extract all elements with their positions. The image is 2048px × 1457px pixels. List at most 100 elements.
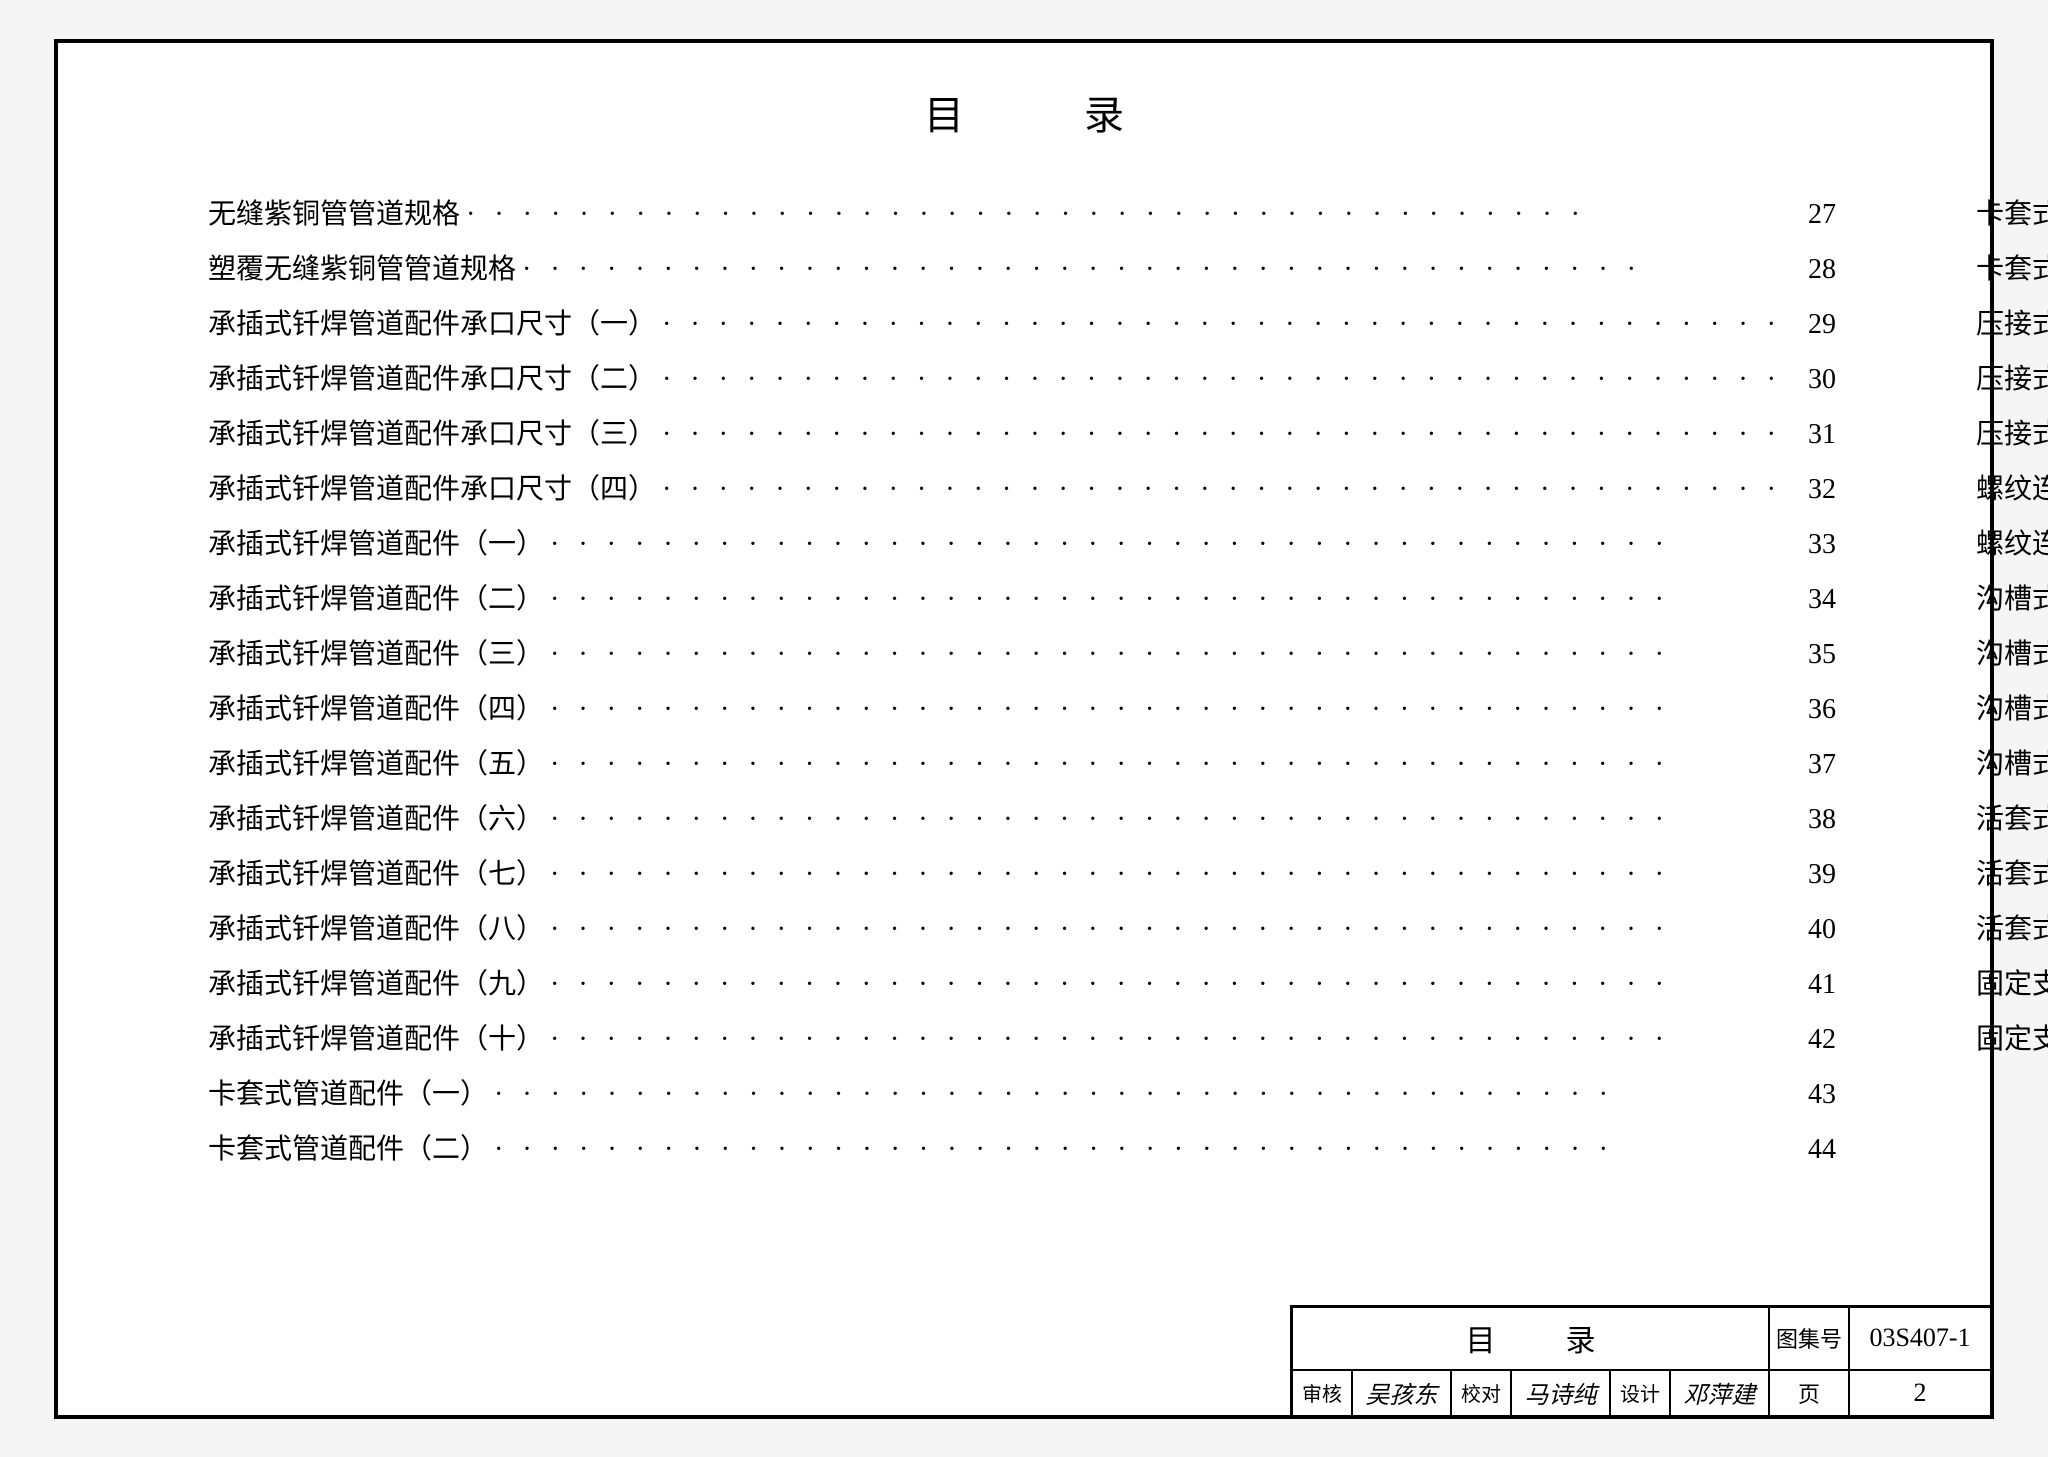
toc-page: 38 xyxy=(1788,806,1836,834)
toc-leader-dots xyxy=(544,806,1788,834)
design-value: 邓萍建 xyxy=(1671,1371,1768,1415)
toc-label: 无缝紫铜管管道规格 xyxy=(208,201,460,229)
toc-page: 36 xyxy=(1788,696,1836,724)
toc-row: 承插式钎焊管道配件（四） 36 xyxy=(208,696,1836,724)
toc-label: 承插式钎焊管道配件（四） xyxy=(208,696,544,724)
toc-page: 31 xyxy=(1788,421,1836,449)
toc-leader-dots xyxy=(656,476,1788,504)
toc-row: 承插式钎焊管道配件（十）42 xyxy=(208,1026,1836,1054)
toc-label: 承插式钎焊管道配件承口尺寸（二） xyxy=(208,366,656,394)
toc-page: 30 xyxy=(1788,366,1836,394)
toc-leader-dots xyxy=(544,641,1788,669)
toc-row: 螺纹连接管道配件（一）50 xyxy=(1976,476,2048,504)
toc-label: 卡套式管道配件（二） xyxy=(208,1136,488,1164)
toc-label: 塑覆无缝紫铜管管道规格 xyxy=(208,256,516,284)
page-value: 2 xyxy=(1850,1371,1990,1415)
toc-page: 33 xyxy=(1788,531,1836,559)
toc-leader-dots xyxy=(544,1026,1788,1054)
toc-label: 承插式钎焊管道配件（一） xyxy=(208,531,544,559)
toc-label: 沟槽式管道配件（二） xyxy=(1976,641,2048,669)
toc-page: 43 xyxy=(1788,1081,1836,1109)
toc-row: 承插式钎焊管道配件（八）40 xyxy=(208,916,1836,944)
toc-label: 压接式管道配件（一） xyxy=(1976,311,2048,339)
toc-row: 承插式钎焊管道配件承口尺寸（四）32 xyxy=(208,476,1836,504)
toc-label: 承插式钎焊管道配件承口尺寸（四） xyxy=(208,476,656,504)
toc-label: 沟槽式管道配件（四） xyxy=(1976,751,2048,779)
toc-page: 42 xyxy=(1788,1026,1836,1054)
toc-label: 卡套式管道配件（一） xyxy=(208,1081,488,1109)
toc-row: 承插式钎焊管道配件（三） 35 xyxy=(208,641,1836,669)
toc-label: 螺纹连接管道配件（一） xyxy=(1976,476,2048,504)
toc-row: 卡套式管道配件（一） 43 xyxy=(208,1081,1836,1109)
design-label: 设计 xyxy=(1611,1371,1671,1415)
toc-page: 27 xyxy=(1788,201,1836,229)
toc-leader-dots xyxy=(656,366,1788,394)
page-cell: 页 2 xyxy=(1770,1371,1990,1415)
toc-label: 承插式钎焊管道配件（六） xyxy=(208,806,544,834)
set-value: 03S407-1 xyxy=(1850,1308,1990,1369)
toc-page: 41 xyxy=(1788,971,1836,999)
toc-row: 卡套式管道配件（三）45 xyxy=(1976,201,2048,229)
toc-row: 压接式管道配件（三）49 xyxy=(1976,421,2048,449)
toc-row: 固定支架配件（一）59 xyxy=(1976,971,2048,999)
toc-row: 活套式法兰管道配件（二）57 xyxy=(1976,861,2048,889)
toc-row: 沟槽式管道配件（三）54 xyxy=(1976,696,2048,724)
toc-label: 承插式钎焊管道配件（五） xyxy=(208,751,544,779)
toc-label: 固定支架配件（一） xyxy=(1976,971,2048,999)
toc-label: 螺纹连接管道配件（二） xyxy=(1976,531,2048,559)
toc-page: 44 xyxy=(1788,1136,1836,1164)
toc-leader-dots xyxy=(544,586,1788,614)
toc-row: 承插式钎焊管道配件承口尺寸（二） 30 xyxy=(208,366,1836,394)
toc-label: 沟槽式管道配件（一） xyxy=(1976,586,2048,614)
toc-row: 活套式法兰管道配件（三）58 xyxy=(1976,916,2048,944)
toc-row: 活套式法兰管道配件（一）56 xyxy=(1976,806,2048,834)
toc-column-left: 无缝紫铜管管道规格 27 塑覆无缝紫铜管管道规格 28 承插式钎焊管道配件承口尺寸（一）… xyxy=(208,201,1836,1191)
toc-row: 沟槽式管道配件（二）53 xyxy=(1976,641,2048,669)
toc-page: 40 xyxy=(1788,916,1836,944)
toc-row: 压接式管道配件（一）47 xyxy=(1976,311,2048,339)
check-value: 马诗纯 xyxy=(1512,1371,1611,1415)
toc-page: 28 xyxy=(1788,256,1836,284)
toc-label: 压接式管道配件（三） xyxy=(1976,421,2048,449)
toc-row: 螺纹连接管道配件（二）51 xyxy=(1976,531,2048,559)
title-block-bottom: 审核 吴孩东 校对 马诗纯 设计 邓萍建 页 2 xyxy=(1293,1371,1990,1415)
toc-leader-dots xyxy=(488,1136,1788,1164)
toc-column-right: 卡套式管道配件（三）45卡套式管道配件（四）46压接式管道配件（一）47压接式管… xyxy=(1976,201,2048,1191)
toc-page: 39 xyxy=(1788,861,1836,889)
toc-row: 承插式钎焊管道配件（二） 34 xyxy=(208,586,1836,614)
set-label: 图集号 xyxy=(1770,1308,1850,1369)
toc-row: 承插式钎焊管道配件（九）41 xyxy=(208,971,1836,999)
toc-label: 沟槽式管道配件（三） xyxy=(1976,696,2048,724)
toc-row: 承插式钎焊管道配件（六） 38 xyxy=(208,806,1836,834)
toc-row: 承插式钎焊管道配件承口尺寸（一）29 xyxy=(208,311,1836,339)
toc-label: 活套式法兰管道配件（一） xyxy=(1976,806,2048,834)
signatures: 审核 吴孩东 校对 马诗纯 设计 邓萍建 xyxy=(1293,1371,1770,1415)
toc-row: 无缝紫铜管管道规格 27 xyxy=(208,201,1836,229)
toc-leader-dots xyxy=(544,861,1788,889)
toc-label: 活套式法兰管道配件（二） xyxy=(1976,861,2048,889)
toc-columns: 无缝紫铜管管道规格 27 塑覆无缝紫铜管管道规格 28 承插式钎焊管道配件承口尺寸（一）… xyxy=(148,201,1900,1191)
toc-row: 承插式钎焊管道配件（五） 37 xyxy=(208,751,1836,779)
toc-row: 承插式钎焊管道配件承口尺寸（三） 31 xyxy=(208,421,1836,449)
toc-page: 35 xyxy=(1788,641,1836,669)
title-block-set: 图集号 03S407-1 xyxy=(1770,1308,1990,1369)
check-label: 校对 xyxy=(1452,1371,1512,1415)
toc-leader-dots xyxy=(656,311,1788,339)
toc-leader-dots xyxy=(460,201,1788,229)
approve-label: 审核 xyxy=(1293,1371,1353,1415)
toc-leader-dots xyxy=(544,971,1788,999)
document-page: 目录 无缝紫铜管管道规格27塑覆无缝紫铜管管道规格28承插式钎焊管道配件承口尺寸… xyxy=(54,39,1994,1419)
toc-label: 承插式钎焊管道配件（二） xyxy=(208,586,544,614)
toc-page: 34 xyxy=(1788,586,1836,614)
toc-page: 37 xyxy=(1788,751,1836,779)
toc-label: 承插式钎焊管道配件（三） xyxy=(208,641,544,669)
toc-label: 压接式管道配件（二） xyxy=(1976,366,2048,394)
toc-label: 卡套式管道配件（四） xyxy=(1976,256,2048,284)
toc-label: 承插式钎焊管道配件（七） xyxy=(208,861,544,889)
toc-leader-dots xyxy=(488,1081,1788,1109)
toc-label: 承插式钎焊管道配件承口尺寸（三） xyxy=(208,421,656,449)
title-block: 目录 图集号 03S407-1 审核 吴孩东 校对 马诗纯 设计 邓萍建 页 2 xyxy=(1290,1305,1990,1415)
toc-row: 沟槽式管道配件（四）55 xyxy=(1976,751,2048,779)
toc-row: 压接式管道配件（二）48 xyxy=(1976,366,2048,394)
toc-label: 卡套式管道配件（三） xyxy=(1976,201,2048,229)
